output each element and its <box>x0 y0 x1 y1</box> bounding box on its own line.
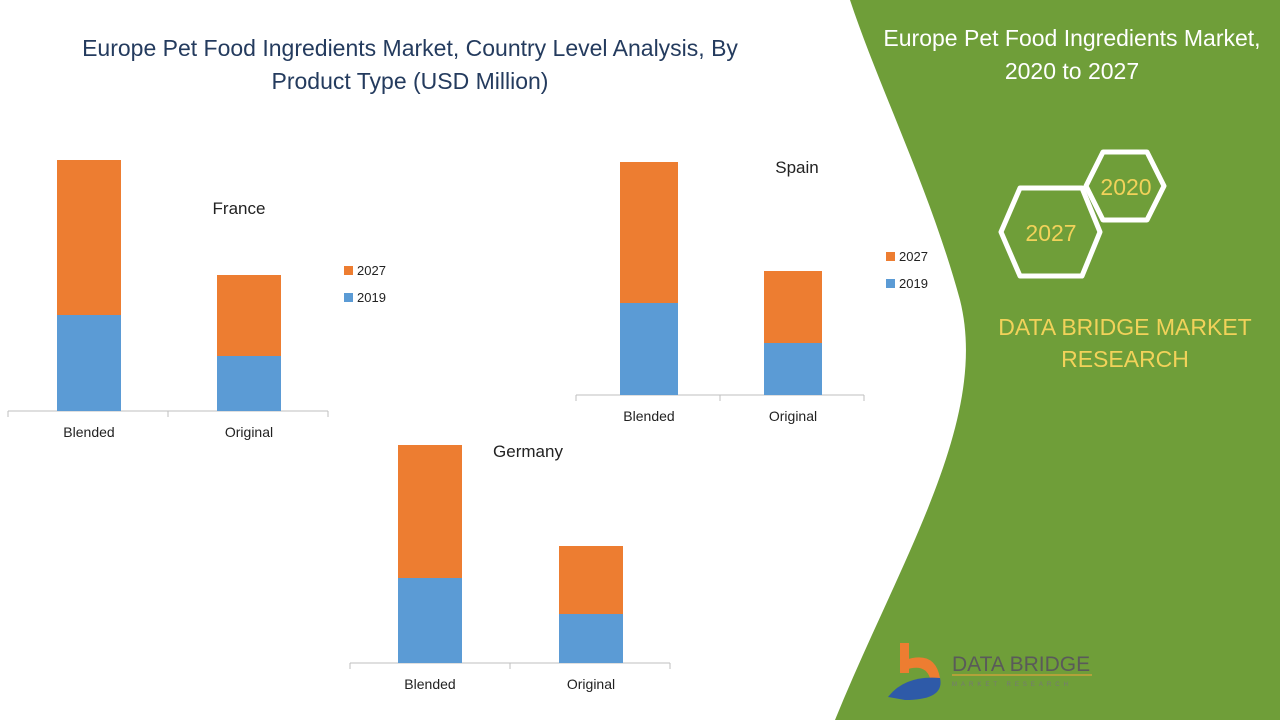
france-legend-label-2027: 2027 <box>357 263 386 278</box>
logo-subtext: MARKET RESEARCH <box>952 682 1072 688</box>
france-legend-swatch-2027 <box>344 266 353 275</box>
france-bar-blended-2019 <box>57 315 121 411</box>
spain-bar-blended-2019 <box>620 303 678 395</box>
logo-text: DATA BRIDGE <box>952 653 1090 676</box>
spain-legend-label-2019: 2019 <box>899 276 928 291</box>
green-panel <box>835 0 1280 720</box>
germany-category-label: Blended <box>404 676 455 692</box>
spain-bar-blended-2027 <box>620 162 678 303</box>
logo: DATA BRIDGE MARKET RESEARCH <box>888 643 1092 700</box>
spain-category-label: Blended <box>623 408 674 424</box>
spain-legend-label-2027: 2027 <box>899 249 928 264</box>
spain-bar-original-2027 <box>764 271 822 343</box>
logo-d-swoosh <box>888 677 941 700</box>
germany-chart-title: Germany <box>493 442 563 461</box>
page-title: Europe Pet Food Ingredients Market, Coun… <box>82 35 738 94</box>
spain-category-label: Original <box>769 408 817 424</box>
logo-b-stem <box>900 643 909 673</box>
germany-category-label: Original <box>567 676 615 692</box>
spain-legend-swatch-2027 <box>886 252 895 261</box>
france-bar-original-2019 <box>217 356 281 411</box>
france-legend-label-2019: 2019 <box>357 290 386 305</box>
france-bar-original-2027 <box>217 275 281 356</box>
side-panel-title: Europe Pet Food Ingredients Market, 2020… <box>883 25 1261 84</box>
germany-bar-blended-2019 <box>398 578 462 663</box>
spain-legend-swatch-2019 <box>886 279 895 288</box>
france-bar-blended-2027 <box>57 160 121 315</box>
france-category-label: Blended <box>63 424 114 440</box>
germany-bar-original-2019 <box>559 614 623 663</box>
germany-bar-original-2027 <box>559 546 623 614</box>
spain-bar-original-2019 <box>764 343 822 395</box>
hex-2027-label: 2027 <box>1025 220 1076 246</box>
france-category-label: Original <box>225 424 273 440</box>
hexagon-2027 <box>998 185 1103 279</box>
spain-chart-title: Spain <box>775 158 818 177</box>
hexagon-2020 <box>1083 149 1167 223</box>
hex-2020-label: 2020 <box>1100 174 1151 200</box>
france-chart-title: France <box>213 199 266 218</box>
germany-bar-blended-2027 <box>398 445 462 578</box>
logo-b-bowl <box>905 657 940 678</box>
brand-name: DATA BRIDGE MARKET RESEARCH <box>998 314 1252 372</box>
france-legend-swatch-2019 <box>344 293 353 302</box>
